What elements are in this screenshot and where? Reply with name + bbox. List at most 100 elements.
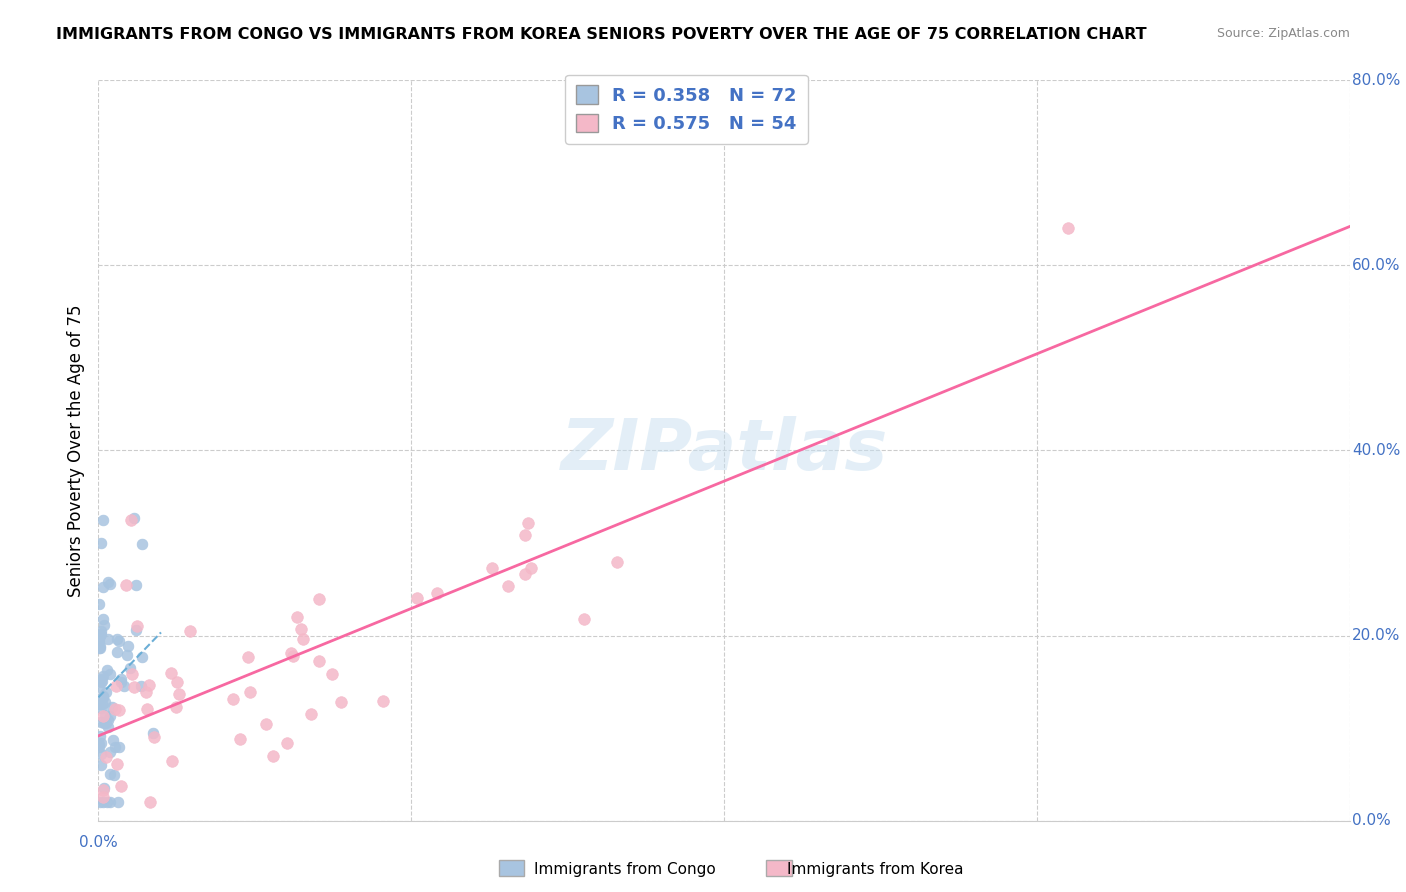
Point [98, 767, 121, 781]
Point [93, 617, 115, 632]
Point [91, 709, 114, 723]
Point [90, 672, 112, 686]
Point [91, 689, 114, 703]
Point [98, 576, 121, 591]
Point [481, 561, 503, 575]
Point [98, 745, 121, 759]
Point [129, 680, 152, 694]
Point [89, 697, 111, 711]
Point [89, 639, 111, 653]
Point [104, 740, 127, 755]
Point [90, 627, 112, 641]
Point [93, 513, 115, 527]
Point [406, 591, 429, 605]
Point [308, 591, 330, 606]
Point [107, 703, 129, 717]
Point [290, 622, 312, 636]
Text: 0.0%: 0.0% [79, 836, 118, 850]
Point [165, 700, 187, 714]
Point [97, 714, 120, 728]
Point [276, 736, 298, 750]
Point [90, 624, 112, 638]
Point [124, 680, 146, 694]
Point [280, 646, 302, 660]
Point [121, 666, 143, 681]
Point [90, 758, 112, 772]
Text: Immigrants from Congo: Immigrants from Congo [534, 863, 716, 877]
Point [138, 678, 160, 692]
Point [131, 649, 153, 664]
Point [91, 580, 114, 594]
Point [90, 674, 112, 689]
Point [89, 641, 111, 656]
Point [91, 789, 114, 804]
Point [115, 648, 138, 662]
Point [89, 629, 111, 643]
Text: 80.0%: 80.0% [1353, 73, 1400, 87]
Point [94, 684, 117, 698]
Point [371, 694, 394, 708]
Point [426, 586, 449, 600]
Point [239, 685, 262, 699]
Point [96, 663, 118, 677]
Text: IMMIGRANTS FROM CONGO VS IMMIGRANTS FROM KOREA SENIORS POVERTY OVER THE AGE OF 7: IMMIGRANTS FROM CONGO VS IMMIGRANTS FROM… [56, 27, 1147, 42]
Point [516, 516, 538, 530]
Point [124, 624, 146, 638]
Legend: R = 0.358   N = 72, R = 0.575   N = 54: R = 0.358 N = 72, R = 0.575 N = 54 [565, 75, 807, 144]
Point [89, 729, 111, 743]
Point [97, 574, 120, 589]
Point [162, 754, 184, 768]
Point [97, 632, 120, 647]
Point [91, 783, 114, 797]
Point [94, 716, 117, 731]
Point [1057, 221, 1080, 235]
Point [105, 645, 128, 659]
Point [89, 680, 111, 694]
Point [91, 669, 114, 683]
Point [94, 695, 117, 709]
Point [89, 737, 111, 751]
Point [90, 700, 112, 714]
Point [254, 717, 277, 731]
Point [110, 673, 132, 687]
Point [110, 674, 132, 689]
Point [98, 795, 121, 809]
Point [131, 537, 153, 551]
Point [120, 661, 142, 675]
Point [143, 731, 166, 745]
Point [222, 692, 245, 706]
Point [160, 666, 183, 681]
Point [93, 716, 115, 731]
Point [89, 641, 111, 656]
Point [496, 579, 519, 593]
Point [285, 610, 308, 624]
Point [515, 566, 537, 581]
Text: 40.0%: 40.0% [1353, 443, 1400, 458]
Point [90, 714, 112, 729]
Point [89, 795, 111, 809]
Point [308, 654, 330, 668]
Text: ZIPatlas: ZIPatlas [561, 416, 887, 485]
Point [520, 561, 543, 575]
Point [105, 757, 128, 772]
Point [606, 555, 628, 569]
Point [120, 513, 142, 527]
Point [127, 619, 149, 633]
Point [105, 679, 128, 693]
Point [89, 597, 111, 611]
Point [96, 750, 118, 764]
Point [90, 747, 112, 761]
Point [101, 733, 124, 747]
Point [125, 578, 148, 592]
Point [91, 697, 114, 711]
Y-axis label: Seniors Poverty Over the Age of 75: Seniors Poverty Over the Age of 75 [66, 304, 84, 597]
Point [236, 650, 259, 665]
Point [142, 726, 165, 740]
Point [91, 690, 114, 704]
Point [135, 702, 157, 716]
Point [105, 632, 128, 646]
Point [89, 739, 111, 754]
Point [179, 624, 201, 638]
Point [107, 739, 129, 754]
Point [330, 695, 353, 709]
